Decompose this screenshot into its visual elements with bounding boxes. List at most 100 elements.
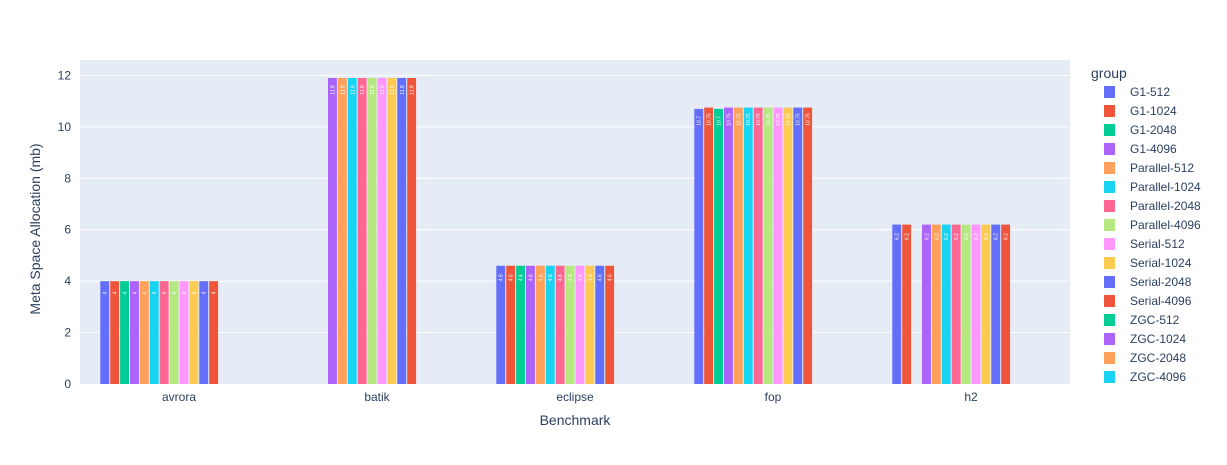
bar[interactable] bbox=[130, 281, 139, 384]
bar-data-label: 4.6 bbox=[509, 274, 515, 281]
bar-data-label: 4 bbox=[132, 292, 138, 295]
bar-data-label: 6.2 bbox=[964, 233, 970, 240]
bar[interactable] bbox=[337, 78, 347, 384]
bar[interactable] bbox=[931, 224, 941, 384]
bar[interactable] bbox=[902, 224, 912, 384]
bar[interactable] bbox=[753, 107, 763, 385]
bar[interactable] bbox=[328, 78, 337, 384]
bar[interactable] bbox=[545, 265, 555, 384]
bar[interactable] bbox=[783, 107, 793, 385]
bar[interactable] bbox=[565, 265, 575, 384]
legend-swatch bbox=[1104, 371, 1115, 383]
legend-item[interactable]: ZGC-1024 bbox=[1104, 332, 1186, 346]
legend-item[interactable]: Parallel-512 bbox=[1104, 161, 1194, 175]
bar[interactable] bbox=[179, 281, 189, 384]
bar-data-label: 4 bbox=[202, 292, 208, 295]
y-tick-label: 2 bbox=[64, 326, 71, 340]
bar[interactable] bbox=[377, 78, 387, 384]
bar[interactable] bbox=[357, 78, 367, 384]
bar[interactable] bbox=[199, 281, 209, 384]
legend-swatch bbox=[1104, 352, 1115, 364]
legend-item[interactable]: ZGC-2048 bbox=[1104, 351, 1186, 365]
bar[interactable] bbox=[793, 107, 803, 385]
legend-item[interactable]: G1-4096 bbox=[1104, 142, 1177, 156]
legend-label: Parallel-1024 bbox=[1130, 180, 1201, 194]
bar[interactable] bbox=[496, 265, 506, 384]
bar-data-label: 11.9 bbox=[360, 85, 366, 95]
bar[interactable] bbox=[714, 108, 723, 384]
legend-item[interactable]: Serial-4096 bbox=[1104, 294, 1192, 308]
legend-label: G1-2048 bbox=[1130, 123, 1177, 137]
bar[interactable] bbox=[892, 224, 902, 384]
legend-item[interactable]: Serial-512 bbox=[1104, 237, 1185, 251]
bar[interactable] bbox=[139, 281, 149, 384]
x-tick-label: eclipse bbox=[556, 390, 594, 404]
bar[interactable] bbox=[694, 108, 704, 384]
bar[interactable] bbox=[110, 281, 120, 384]
bar[interactable] bbox=[961, 224, 971, 384]
bar[interactable] bbox=[149, 281, 159, 384]
bar[interactable] bbox=[991, 224, 1001, 384]
legend-item[interactable]: Parallel-2048 bbox=[1104, 199, 1201, 213]
bar[interactable] bbox=[575, 265, 585, 384]
legend-swatch bbox=[1104, 295, 1115, 307]
bar[interactable] bbox=[159, 281, 169, 384]
bar[interactable] bbox=[407, 78, 417, 384]
bar[interactable] bbox=[1001, 224, 1011, 384]
bar[interactable] bbox=[100, 281, 110, 384]
bar[interactable] bbox=[922, 224, 931, 384]
bar[interactable] bbox=[169, 281, 179, 384]
bar[interactable] bbox=[595, 265, 605, 384]
legend-item[interactable]: G1-512 bbox=[1104, 85, 1170, 99]
bar[interactable] bbox=[367, 78, 377, 384]
bar[interactable] bbox=[585, 265, 595, 384]
legend-items[interactable]: G1-512 G1-1024 G1-2048 G1-4096 Parallel-512 P… bbox=[1104, 85, 1201, 384]
legend-item[interactable]: Parallel-4096 bbox=[1104, 218, 1201, 232]
bar[interactable] bbox=[704, 107, 714, 385]
bar-data-label: 10.75 bbox=[806, 113, 812, 126]
bar[interactable] bbox=[120, 281, 129, 384]
x-tick-label: h2 bbox=[964, 390, 978, 404]
bar[interactable] bbox=[397, 78, 407, 384]
bar-data-label: 4.6 bbox=[558, 274, 564, 281]
bar[interactable] bbox=[941, 224, 951, 384]
legend-item[interactable]: ZGC-4096 bbox=[1104, 370, 1186, 384]
legend-item[interactable]: G1-1024 bbox=[1104, 104, 1177, 118]
bar[interactable] bbox=[506, 265, 516, 384]
bar-data-label: 4.6 bbox=[519, 274, 525, 281]
legend-item[interactable]: Serial-2048 bbox=[1104, 275, 1192, 289]
legend-item[interactable]: Parallel-1024 bbox=[1104, 180, 1201, 194]
y-tick-label: 4 bbox=[64, 274, 71, 288]
bar[interactable] bbox=[526, 265, 535, 384]
bar[interactable] bbox=[347, 78, 357, 384]
bar[interactable] bbox=[981, 224, 991, 384]
bar[interactable] bbox=[773, 107, 783, 385]
bar[interactable] bbox=[555, 265, 565, 384]
bar[interactable] bbox=[605, 265, 615, 384]
legend-title: group bbox=[1091, 65, 1127, 81]
bar[interactable] bbox=[733, 107, 743, 385]
bar[interactable] bbox=[951, 224, 961, 384]
bar[interactable] bbox=[724, 107, 733, 385]
bar[interactable] bbox=[743, 107, 753, 385]
legend-item[interactable]: G1-2048 bbox=[1104, 123, 1177, 137]
x-tick-label: avrora bbox=[162, 390, 196, 404]
bar-data-label: 4 bbox=[142, 292, 148, 295]
legend-item[interactable]: ZGC-512 bbox=[1104, 313, 1180, 327]
bar[interactable] bbox=[535, 265, 545, 384]
bar-data-label: 10.75 bbox=[707, 113, 713, 126]
bar[interactable] bbox=[971, 224, 981, 384]
legend[interactable]: group G1-512 G1-1024 G1-2048 G1-4096 Paralle… bbox=[1091, 65, 1201, 384]
bar[interactable] bbox=[189, 281, 199, 384]
bar[interactable] bbox=[209, 281, 219, 384]
bar-data-label: 4.6 bbox=[499, 274, 505, 281]
bar-data-label: 4 bbox=[192, 292, 198, 295]
bar-data-label: 4 bbox=[113, 292, 119, 295]
legend-item[interactable]: Serial-1024 bbox=[1104, 256, 1192, 270]
legend-swatch bbox=[1104, 257, 1115, 269]
bar[interactable] bbox=[763, 107, 773, 385]
bar[interactable] bbox=[387, 78, 397, 384]
bar[interactable] bbox=[516, 265, 525, 384]
bar[interactable] bbox=[803, 107, 813, 385]
